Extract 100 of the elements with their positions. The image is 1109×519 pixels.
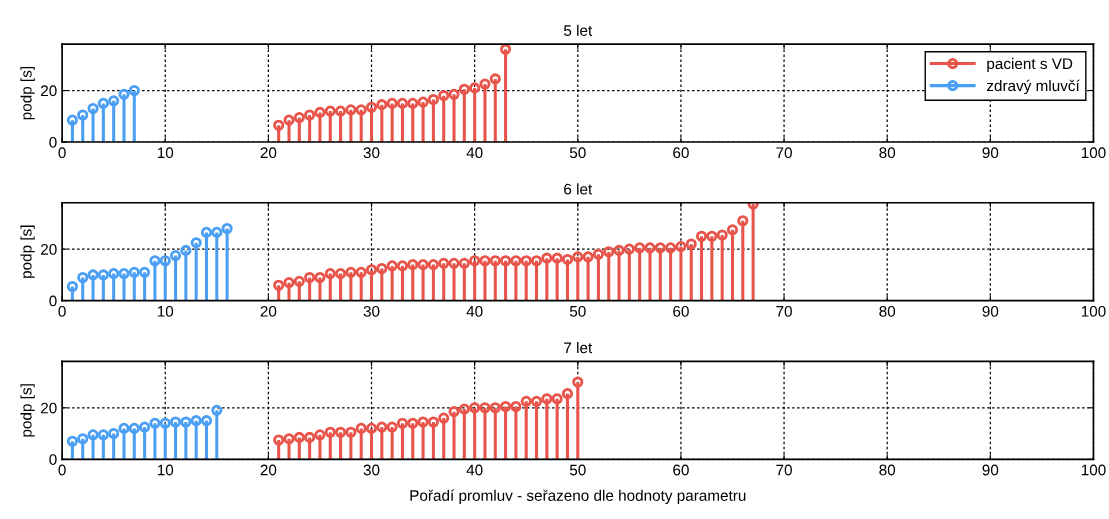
point: [97, 97, 109, 109]
x-tick-label: 40: [466, 147, 483, 159]
chart-title: 6 let: [564, 183, 593, 195]
x-tick-label: 70: [776, 464, 792, 476]
point: [139, 421, 151, 433]
x-tick-label: 50: [569, 147, 586, 159]
point: [479, 255, 491, 267]
x-axis-title: Pořadí promluv - seřazeno dle hodnoty parametru: [410, 489, 746, 504]
point: [623, 243, 635, 255]
point: [376, 421, 388, 433]
point: [386, 421, 398, 433]
x-tick-label: 80: [879, 464, 896, 476]
point: [448, 88, 460, 100]
legend-label: pacient s VD: [987, 57, 1073, 73]
point: [149, 255, 161, 267]
point: [634, 242, 646, 254]
point: [304, 109, 316, 121]
point: [530, 395, 543, 407]
x-tick-label: 20: [260, 464, 277, 476]
y-axis-title: podp [s]: [20, 66, 35, 120]
point: [314, 429, 326, 441]
point: [118, 268, 130, 280]
point: [417, 259, 429, 271]
point: [200, 415, 213, 427]
point: [510, 400, 522, 413]
point: [696, 230, 708, 242]
point: [469, 255, 481, 267]
point: [87, 102, 99, 115]
point: [407, 259, 419, 271]
y-axis-title: podp [s]: [20, 225, 35, 278]
point: [211, 226, 223, 238]
point: [458, 403, 470, 415]
x-tick-label: 50: [569, 464, 586, 476]
point: [675, 241, 687, 253]
point: [324, 426, 336, 438]
point: [324, 268, 336, 280]
point: [582, 251, 594, 263]
point: [139, 266, 151, 278]
y-tick-label: 0: [49, 136, 57, 148]
point: [324, 105, 336, 117]
point: [561, 388, 574, 400]
x-tick-label: 60: [673, 464, 689, 476]
point: [510, 255, 522, 267]
point: [211, 404, 223, 416]
point: [665, 242, 677, 254]
point: [118, 422, 130, 434]
point: [149, 417, 161, 429]
point: [427, 93, 439, 106]
x-tick-label: 40: [466, 305, 483, 317]
point: [345, 104, 357, 116]
point: [500, 400, 512, 413]
point: [97, 269, 109, 281]
y-tick-label: 20: [41, 402, 57, 414]
x-tick-label: 60: [673, 305, 689, 317]
point: [180, 416, 192, 428]
x-tick-label: 0: [58, 464, 66, 476]
point: [376, 262, 388, 275]
point: [221, 222, 233, 235]
x-tick-label: 20: [260, 305, 277, 317]
point: [273, 434, 285, 446]
point: [293, 275, 305, 287]
x-tick-label: 80: [879, 147, 896, 159]
point: [469, 82, 481, 94]
y-tick-label: 20: [41, 244, 57, 255]
y-tick-label: 0: [49, 454, 57, 465]
point: [376, 99, 388, 111]
x-tick-label: 90: [982, 464, 999, 476]
point: [500, 44, 512, 55]
point: [128, 266, 140, 278]
point: [345, 266, 357, 278]
point: [283, 114, 295, 126]
point: [304, 431, 316, 443]
x-tick-label: 0: [58, 305, 66, 317]
point: [170, 250, 182, 262]
x-tick-label: 90: [982, 147, 999, 159]
point: [438, 90, 450, 102]
point: [180, 244, 192, 256]
y-axis-title: podp [s]: [20, 384, 35, 437]
point: [654, 242, 666, 254]
point: [159, 255, 171, 267]
point: [66, 114, 78, 126]
point: [304, 271, 316, 284]
point: [613, 244, 625, 256]
point: [159, 417, 171, 429]
point: [314, 271, 326, 284]
point: [108, 427, 120, 440]
y-tick-label: 0: [49, 295, 57, 307]
point: [726, 224, 739, 236]
point: [66, 280, 78, 293]
point: [458, 257, 470, 269]
point: [170, 416, 182, 428]
point: [87, 269, 99, 281]
point: [479, 78, 491, 90]
x-tick-label: 80: [879, 305, 896, 317]
point: [108, 95, 120, 107]
point: [448, 406, 460, 418]
point: [427, 416, 439, 428]
point: [365, 422, 378, 434]
x-tick-label: 90: [982, 305, 999, 317]
point: [427, 259, 439, 271]
